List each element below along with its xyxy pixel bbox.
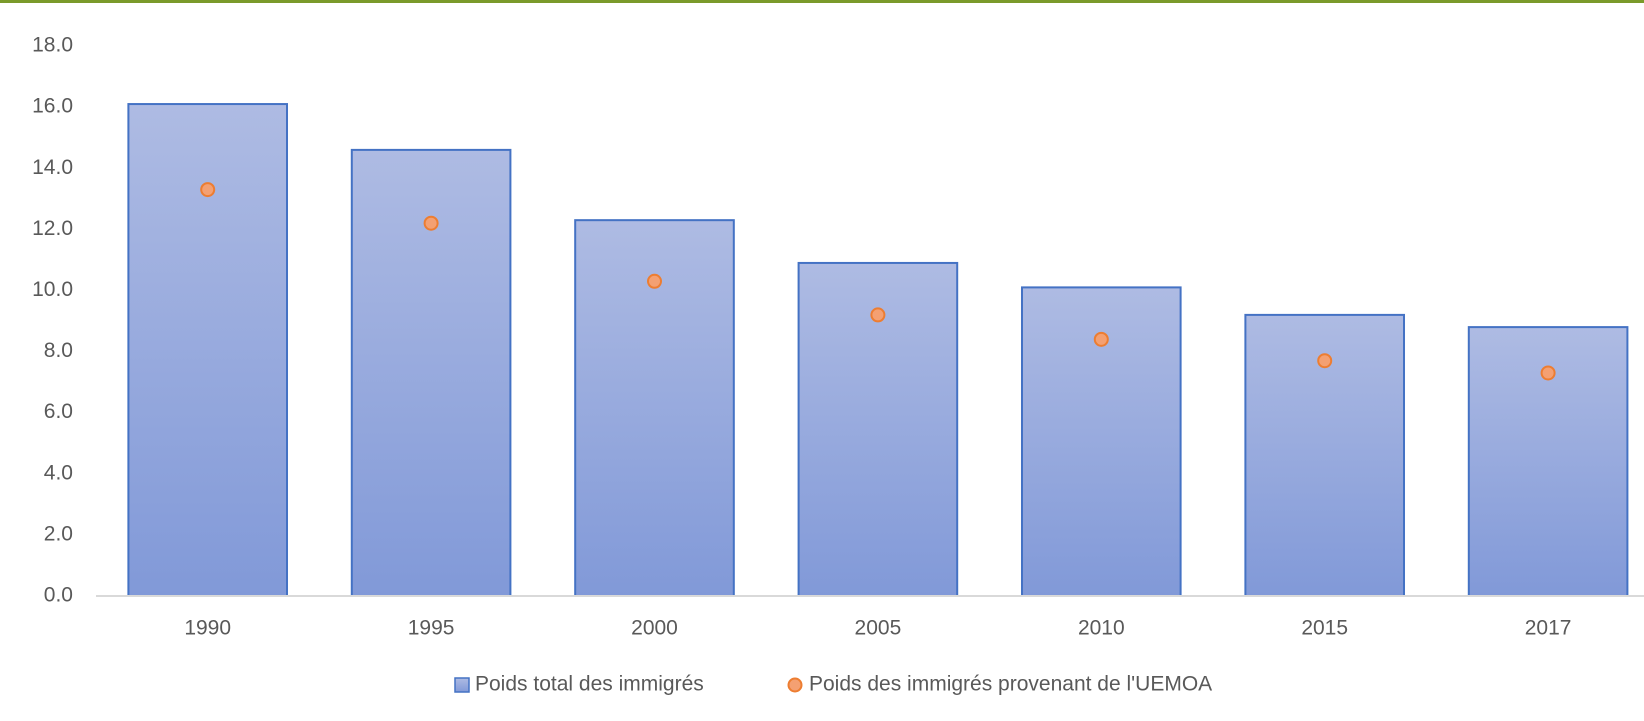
marker <box>1093 331 1109 347</box>
marker <box>1540 365 1556 381</box>
y-tick-label: 8.0 <box>44 339 73 362</box>
y-tick-label: 10.0 <box>32 278 73 301</box>
x-tick-label: 2017 <box>1525 617 1572 640</box>
top-border <box>0 0 1644 3</box>
x-tick-label: 2010 <box>1078 617 1125 640</box>
x-tick-label: 1995 <box>408 617 455 640</box>
x-tick-label: 2000 <box>631 617 678 640</box>
y-tick-label: 4.0 <box>44 461 73 484</box>
x-tick-label: 1990 <box>184 617 231 640</box>
y-tick-label: 12.0 <box>32 217 73 240</box>
marker <box>200 182 216 198</box>
y-tick-label: 0.0 <box>44 584 73 607</box>
x-tick-label: 2015 <box>1301 617 1348 640</box>
marker <box>1317 353 1333 369</box>
y-tick-label: 2.0 <box>44 522 73 545</box>
marker <box>423 215 439 231</box>
legend-swatch <box>787 677 803 693</box>
legend-label: Poids des immigrés provenant de l'UEMOA <box>809 673 1212 696</box>
y-tick-label: 16.0 <box>32 95 73 118</box>
y-tick-label: 6.0 <box>44 400 73 423</box>
marker <box>870 307 886 323</box>
legend-swatch <box>454 677 470 693</box>
legend-label: Poids total des immigrés <box>475 673 704 696</box>
y-tick-label: 18.0 <box>32 34 73 57</box>
y-tick-label: 14.0 <box>32 156 73 179</box>
bar <box>127 103 289 598</box>
x-tick-label: 2005 <box>855 617 902 640</box>
marker <box>647 273 662 289</box>
